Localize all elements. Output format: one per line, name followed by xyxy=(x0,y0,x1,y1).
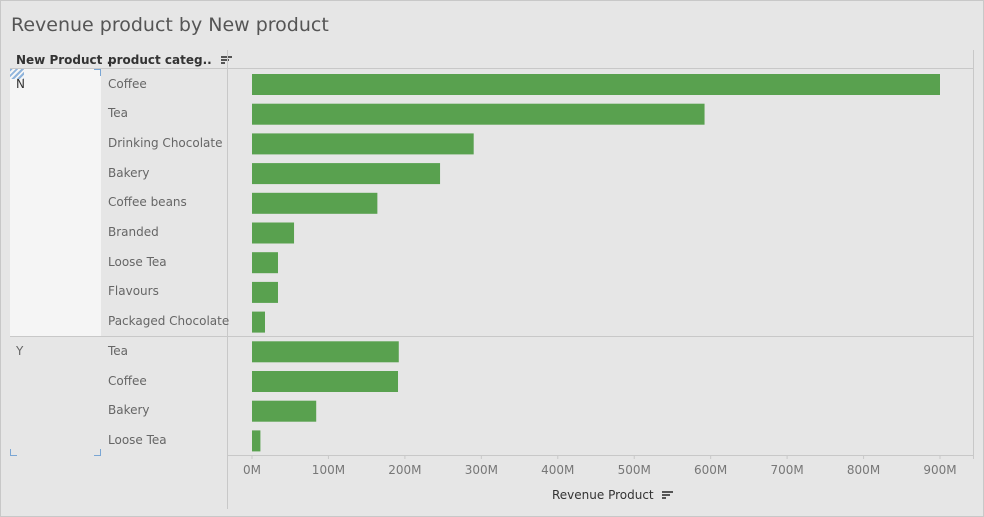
bar[interactable] xyxy=(252,74,940,95)
header-divider xyxy=(10,68,974,69)
bar[interactable] xyxy=(252,430,261,452)
bar[interactable] xyxy=(252,133,474,155)
category-label[interactable]: Tea xyxy=(108,106,129,121)
bar[interactable] xyxy=(252,163,441,185)
bar[interactable] xyxy=(252,192,378,214)
x-tick-label: 100M xyxy=(311,463,346,477)
x-tick-label: 700M xyxy=(770,463,804,477)
header-new-product[interactable]: New Product .. xyxy=(16,53,116,67)
category-label[interactable]: Tea xyxy=(108,343,129,358)
selection-hatch-icon xyxy=(10,69,24,79)
x-tick-label: 300M xyxy=(464,463,498,477)
sort-icon[interactable] xyxy=(220,56,232,65)
category-label[interactable]: Bakery xyxy=(108,403,150,418)
group-label[interactable]: N xyxy=(16,77,25,91)
category-label[interactable]: Loose Tea xyxy=(108,254,167,269)
bar[interactable] xyxy=(252,400,317,422)
group-divider xyxy=(10,336,974,337)
category-label[interactable]: Loose Tea xyxy=(108,432,167,447)
x-tick-label: 900M xyxy=(923,463,957,477)
category-label[interactable]: Coffee xyxy=(108,373,147,388)
category-label[interactable]: Coffee beans xyxy=(108,195,187,210)
selection-corner xyxy=(94,449,101,456)
bar[interactable] xyxy=(252,281,278,303)
x-axis-title[interactable]: Revenue Product xyxy=(552,488,674,502)
category-label[interactable]: Flavours xyxy=(108,284,159,299)
x-tick-label: 500M xyxy=(617,463,651,477)
bar[interactable] xyxy=(252,311,265,333)
bar[interactable] xyxy=(252,103,705,125)
x-tick-label: 0M xyxy=(243,463,261,477)
bar[interactable] xyxy=(252,371,399,392)
group-n-selection-pane xyxy=(10,68,101,336)
bar[interactable] xyxy=(252,341,399,363)
header-product-category-label: product categ.. xyxy=(108,53,212,67)
pane-divider xyxy=(227,50,228,509)
header-product-category[interactable]: product categ.. xyxy=(108,53,232,67)
x-axis-title-label: Revenue Product xyxy=(552,488,654,502)
x-tick-label: 200M xyxy=(388,463,422,477)
pane-right-border xyxy=(973,50,974,459)
category-label[interactable]: Packaged Chocolate xyxy=(108,314,230,329)
category-label[interactable]: Bakery xyxy=(108,165,150,180)
x-tick-label: 400M xyxy=(541,463,575,477)
sort-icon[interactable] xyxy=(662,491,674,500)
category-label[interactable]: Coffee xyxy=(108,76,147,91)
category-label[interactable]: Branded xyxy=(108,225,159,239)
category-label[interactable]: Drinking Chocolate xyxy=(108,135,223,150)
bar[interactable] xyxy=(252,222,295,244)
group-label[interactable]: Y xyxy=(16,344,24,358)
x-tick-label: 600M xyxy=(694,463,728,477)
chart-title: Revenue product by New product xyxy=(11,14,329,36)
bar[interactable] xyxy=(252,252,278,274)
selection-corner xyxy=(94,69,101,76)
header-new-product-label: New Product .. xyxy=(16,53,116,67)
axis-baseline xyxy=(227,455,974,456)
x-tick-label: 800M xyxy=(846,463,881,477)
selection-corner xyxy=(10,449,17,456)
